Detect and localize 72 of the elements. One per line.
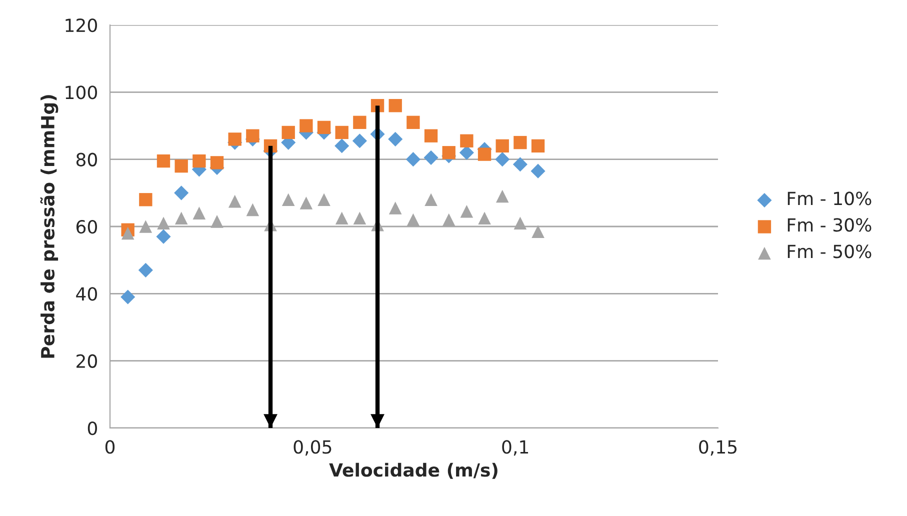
- point: [459, 145, 474, 160]
- point: [478, 148, 492, 161]
- point: [388, 132, 403, 146]
- point: [353, 212, 366, 225]
- y-tick-label: 40: [76, 287, 97, 301]
- point: [442, 213, 456, 226]
- point: [353, 116, 366, 129]
- point: [460, 134, 474, 148]
- y-tick-label: 20: [76, 354, 97, 368]
- point: [138, 262, 153, 278]
- point: [335, 126, 348, 140]
- point: [156, 229, 171, 244]
- point: [442, 146, 456, 160]
- point: [210, 215, 224, 228]
- point: [282, 193, 295, 206]
- y-tick-label: 100: [66, 86, 97, 100]
- point: [514, 136, 527, 150]
- x-tick-label: 0: [105, 440, 115, 454]
- point: [406, 213, 420, 226]
- point: [424, 129, 438, 142]
- point: [228, 194, 242, 208]
- point: [496, 139, 509, 152]
- point: [424, 150, 438, 165]
- x-axis-title: Velocidade (m/s): [329, 462, 498, 479]
- point: [228, 132, 242, 146]
- point: [157, 216, 170, 230]
- point: [334, 138, 350, 154]
- point: [139, 220, 152, 233]
- y-tick-label: 0: [88, 421, 97, 436]
- point: [246, 203, 260, 216]
- point: [530, 164, 546, 178]
- point: [210, 156, 224, 170]
- point: [192, 154, 206, 168]
- point: [512, 157, 528, 172]
- point: [174, 212, 188, 225]
- point: [531, 139, 545, 152]
- point: [478, 212, 491, 225]
- point: [300, 119, 313, 132]
- point: [388, 99, 402, 112]
- legend-label: Fm - 10%: [788, 192, 872, 206]
- point: [406, 116, 420, 129]
- point: [406, 152, 420, 167]
- point: [282, 126, 295, 140]
- y-axis-title: Perda de pressão (mmHg): [40, 95, 58, 358]
- point: [156, 154, 170, 168]
- point: [335, 212, 348, 225]
- point: [424, 193, 438, 206]
- y-tick-label: 120: [66, 18, 97, 32]
- point: [120, 290, 136, 304]
- y-tick-label: 60: [76, 220, 97, 234]
- point: [300, 196, 313, 210]
- point: [318, 193, 330, 206]
- x-tick-label: 0,05: [294, 440, 332, 456]
- point: [174, 186, 189, 200]
- point: [460, 204, 474, 218]
- point: [532, 225, 544, 238]
- point: [192, 206, 206, 220]
- legend-label: Fm - 30%: [788, 218, 872, 232]
- point: [352, 134, 367, 148]
- x-tick-label: 0,1: [502, 440, 528, 456]
- x-tick-label: 0,15: [699, 440, 737, 456]
- point: [495, 152, 510, 167]
- point: [139, 193, 152, 206]
- point: [317, 120, 331, 134]
- legend-label: Fm - 50%: [788, 244, 872, 258]
- point: [388, 202, 402, 214]
- point: [496, 190, 509, 203]
- point: [514, 216, 527, 230]
- point: [121, 226, 134, 240]
- y-tick-label: 80: [76, 152, 97, 166]
- point: [246, 129, 260, 142]
- point: [174, 159, 188, 173]
